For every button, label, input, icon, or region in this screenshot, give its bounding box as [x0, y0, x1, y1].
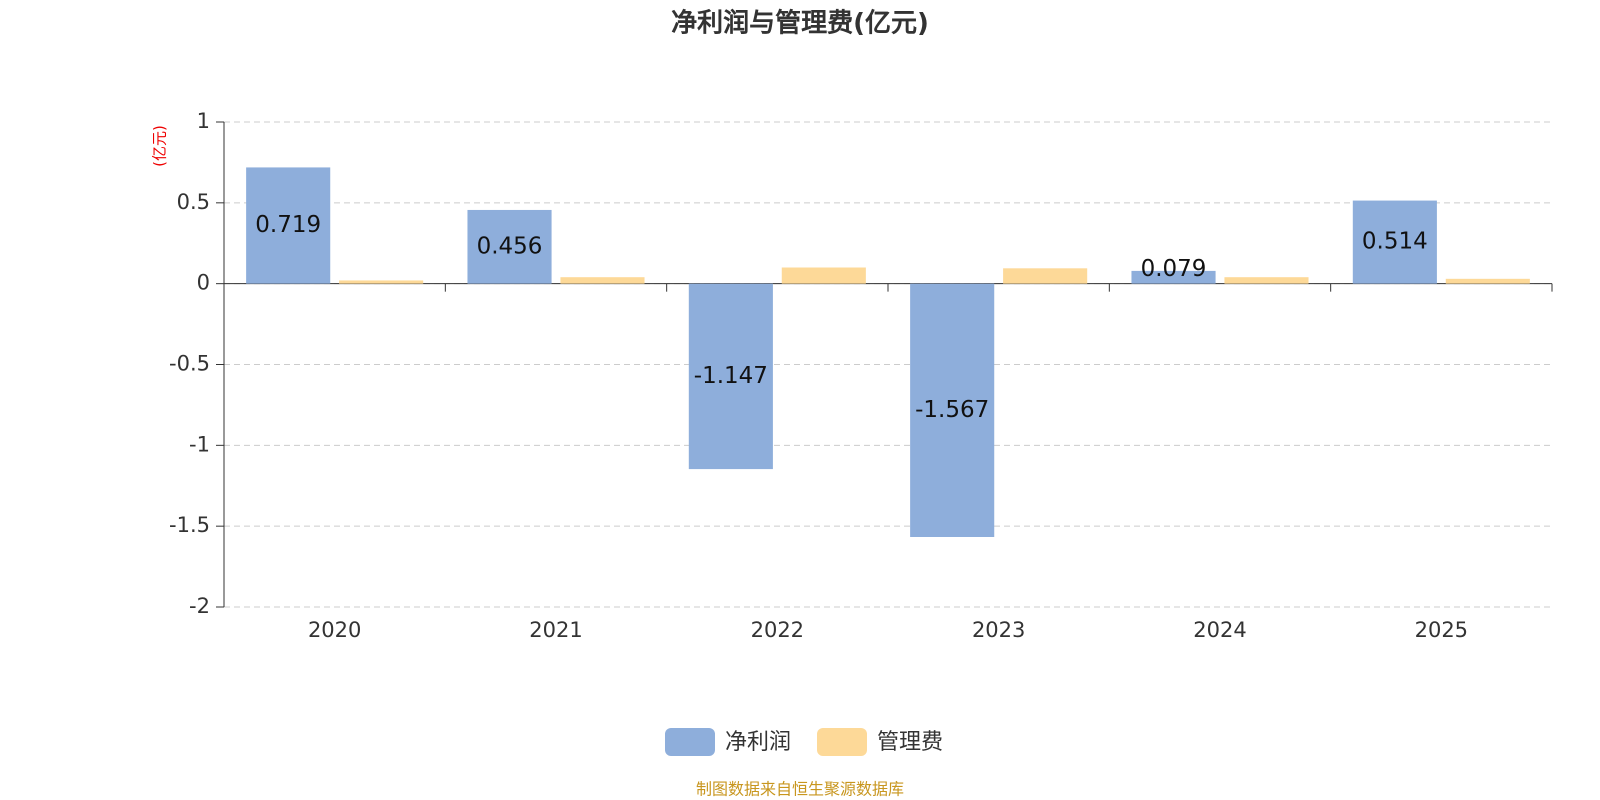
legend-label: 管理费: [877, 730, 943, 755]
y-tick-label: -0.5: [169, 352, 210, 376]
legend-swatch: [817, 728, 867, 756]
y-tick-label: 1: [197, 109, 210, 133]
y-axis-label: (亿元): [151, 125, 169, 167]
bar: [1445, 278, 1530, 284]
y-tick-label: -2: [189, 594, 210, 618]
x-tick-label: 2021: [529, 618, 582, 642]
value-label: 0.514: [1362, 229, 1428, 255]
x-tick-label: 2020: [308, 618, 361, 642]
bar: [1003, 268, 1088, 284]
y-tick-label: 0.5: [177, 190, 210, 214]
value-label: -1.147: [694, 363, 768, 389]
bar: [560, 277, 645, 284]
bar: [1352, 200, 1437, 284]
legend-label: 净利润: [725, 730, 791, 755]
value-label: -1.567: [915, 397, 989, 423]
x-tick-label: 2022: [751, 618, 804, 642]
bar: [339, 280, 424, 284]
legend-swatch: [665, 728, 715, 756]
x-tick-label: 2025: [1415, 618, 1468, 642]
bar: [1131, 270, 1216, 284]
value-label: 0.456: [477, 233, 543, 259]
y-tick-label: -1.5: [169, 513, 210, 537]
value-label: 0.719: [255, 212, 321, 238]
y-tick-label: -1: [189, 432, 210, 456]
bar: [1224, 277, 1309, 284]
bar: [246, 167, 331, 284]
y-tick-label: 0: [197, 271, 210, 295]
bar: [467, 209, 552, 284]
value-label: 0.079: [1141, 256, 1207, 282]
x-tick-label: 2023: [972, 618, 1025, 642]
chart-title: 净利润与管理费(亿元): [671, 8, 929, 39]
bar: [781, 267, 866, 284]
bar: [688, 283, 773, 470]
x-tick-label: 2024: [1193, 618, 1246, 642]
bar: [910, 283, 995, 537]
source-note: 制图数据来自恒生聚源数据库: [696, 780, 904, 799]
